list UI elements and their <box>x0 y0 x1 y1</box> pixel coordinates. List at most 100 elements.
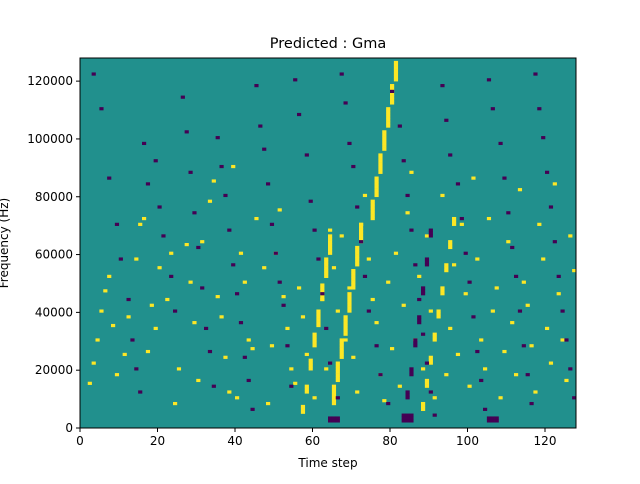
heatmap-cell-high <box>347 306 352 310</box>
heatmap-cell-high <box>250 347 255 351</box>
heatmap-cell-low <box>362 274 368 278</box>
heatmap-cell-low <box>529 401 534 406</box>
heatmap-cell-low <box>378 373 383 377</box>
heatmap-cell-high <box>452 216 457 221</box>
heatmap-cell-low <box>421 292 426 296</box>
heatmap-cell-low <box>502 176 507 180</box>
heatmap-cell-high <box>390 92 395 96</box>
heatmap-cell-high <box>328 248 333 252</box>
heatmap-cell-high <box>169 251 174 255</box>
heatmap-cell-high <box>339 355 344 359</box>
y-axis-label: Frequency (Hz) <box>0 198 11 289</box>
heatmap-cell-high <box>308 358 313 362</box>
heatmap-cell-high <box>448 326 453 331</box>
heatmap-cell-high <box>390 101 395 105</box>
heatmap-cell-low <box>180 95 185 99</box>
heatmap-cell-high <box>207 199 213 203</box>
heatmap-cell-high <box>95 338 100 342</box>
heatmap-cell-high <box>370 297 375 302</box>
heatmap-cell-low <box>262 147 267 151</box>
heatmap-cell-high <box>498 396 503 400</box>
heatmap-cell-high <box>370 214 375 218</box>
heatmap-cell-low <box>463 251 468 255</box>
heatmap-cell-low <box>227 228 232 232</box>
heatmap-cell-high <box>238 251 244 255</box>
heatmap-cell-high <box>211 179 216 183</box>
heatmap-cell-high <box>359 225 364 229</box>
heatmap-cell-low <box>343 101 348 105</box>
heatmap-cell-high <box>335 378 340 383</box>
x-tick-label: 80 <box>382 434 397 448</box>
heatmap-cell-low <box>490 419 495 423</box>
heatmap-cell-low <box>235 292 240 296</box>
heatmap-cell-high <box>351 269 356 273</box>
heatmap-cell-low <box>401 413 406 417</box>
heatmap-cell-low <box>130 338 135 342</box>
heatmap-cell-high <box>374 321 379 325</box>
heatmap-cell-high <box>436 309 441 313</box>
heatmap-cell-high <box>382 147 387 151</box>
heatmap-cell-low <box>192 211 197 215</box>
heatmap-cell-high <box>359 222 364 226</box>
heatmap-cell-high <box>428 358 433 362</box>
heatmap-cell-high <box>448 245 453 250</box>
heatmap-cell-low <box>417 321 422 325</box>
heatmap-cell-high <box>370 216 375 221</box>
heatmap-cell-low <box>525 373 530 377</box>
heatmap-cell-low <box>417 315 422 319</box>
heatmap-cell-high <box>316 312 321 316</box>
y-tick-label: 40000 <box>35 305 73 319</box>
heatmap-cell-low <box>331 419 337 423</box>
heatmap-cell-high <box>242 280 247 284</box>
heatmap-cell-low <box>231 263 236 267</box>
heatmap-cell-high <box>335 370 340 374</box>
heatmap-cell-high <box>440 292 445 296</box>
heatmap-cell-high <box>479 338 484 342</box>
heatmap-cell-high <box>339 349 344 354</box>
heatmap-cell-high <box>304 387 309 391</box>
heatmap-cell-low <box>448 153 453 157</box>
heatmap-cell-high <box>312 338 317 342</box>
heatmap-cell-high <box>351 355 356 359</box>
heatmap-cell-high <box>343 321 348 325</box>
heatmap-cell-low <box>467 280 472 284</box>
heatmap-cell-low <box>405 396 410 400</box>
heatmap-cell-high <box>308 361 313 365</box>
heatmap-cell-high <box>521 280 526 284</box>
heatmap-cell-high <box>475 257 480 261</box>
heatmap-cell-low <box>409 419 414 423</box>
heatmap-cell-low <box>293 78 298 82</box>
heatmap-cell-low <box>494 419 499 423</box>
heatmap-cell-high <box>343 338 348 342</box>
heatmap-cell-high <box>355 248 360 252</box>
heatmap-cell-low <box>483 407 488 411</box>
heatmap-cell-high <box>351 277 356 281</box>
heatmap-cell-high <box>231 164 236 169</box>
heatmap-cell-low <box>312 228 317 232</box>
heatmap-cell-high <box>277 208 282 212</box>
heatmap-cell-low <box>242 355 247 359</box>
heatmap-cell-high <box>409 170 414 174</box>
heatmap-cell-high <box>343 326 348 331</box>
heatmap-cell-high <box>370 205 375 209</box>
heatmap-cell-high <box>304 384 309 388</box>
heatmap-cell-low <box>552 240 557 244</box>
heatmap-cell-high <box>328 245 333 250</box>
heatmap-cell-low <box>114 222 120 226</box>
heatmap-cell-low <box>374 344 379 348</box>
heatmap-cell-low <box>366 309 371 313</box>
heatmap-cell-high <box>432 338 437 342</box>
heatmap-cell-high <box>362 193 368 198</box>
heatmap-cell-high <box>382 133 387 137</box>
heatmap-cell-high <box>312 344 317 348</box>
heatmap-cell-low <box>138 390 143 394</box>
plot-frame <box>79 57 577 429</box>
heatmap-cell-low <box>328 361 333 365</box>
heatmap-cell-high <box>378 159 383 163</box>
heatmap-cell-low <box>161 234 166 238</box>
heatmap-cell-low <box>413 341 418 345</box>
heatmap-cell-high <box>304 352 309 357</box>
heatmap-cell-high <box>390 86 395 91</box>
heatmap-cell-low <box>188 170 193 174</box>
